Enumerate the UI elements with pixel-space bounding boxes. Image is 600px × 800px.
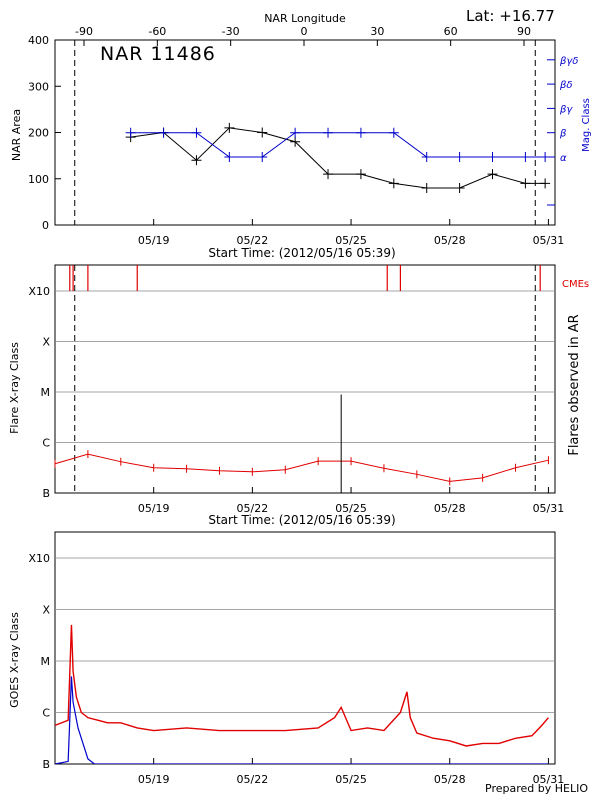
mag-class-point: [487, 152, 498, 162]
nar-area-point: [323, 169, 334, 180]
nar-y-tick-label: 400: [28, 34, 49, 47]
flares-y-tick-label: X: [42, 336, 50, 349]
mag-class-point: [520, 152, 531, 162]
longitude-tick-label: 30: [370, 25, 384, 38]
nar-area-point: [224, 122, 235, 133]
lat-label: Lat: +16.77: [466, 7, 555, 25]
mag-class-point: [224, 152, 235, 162]
flares-y-tick-label: X10: [28, 285, 50, 298]
longitude-tick-label: 90: [517, 25, 531, 38]
nar-x-tick-label: 05/31: [533, 234, 565, 247]
mag-class-tick-label: βγ: [559, 104, 573, 115]
goes-x-tick-label: 05/19: [138, 773, 170, 786]
flares-y-tick-label: M: [41, 386, 51, 399]
nar-area-point: [355, 169, 366, 180]
longitude-tick-label: 0: [301, 25, 308, 38]
mag-class-tick-label: β: [559, 129, 567, 140]
goes-x-tick-label: 05/22: [237, 773, 269, 786]
flares-x-tick-label: 05/25: [335, 502, 367, 515]
mag-class-point: [290, 127, 301, 138]
nar-panel: NAR Longitude Lat: +16.77 NAR 11486 NAR …: [10, 7, 592, 260]
mag-class-point: [158, 127, 169, 138]
nar-area-point: [388, 178, 399, 189]
nar-area-point: [191, 155, 202, 166]
mag-class-tick-label: βγδ: [559, 56, 578, 67]
flares-y-label: Flare X-ray Class: [8, 342, 21, 434]
mag-class-point: [454, 152, 465, 162]
nar-title: NAR 11486: [100, 43, 216, 65]
nar-longitude-axis-label: NAR Longitude: [264, 12, 346, 25]
goes-y-tick-label: B: [42, 758, 50, 771]
flares-y-label-right: Flares observed in AR: [567, 314, 582, 455]
goes-panel: GOES X-ray Class Prepared by HELIO B C M X X…: [8, 531, 588, 795]
goes-short-line: [55, 676, 549, 764]
flares-x-tick-label: 05/19: [138, 502, 170, 515]
nar-y-label: NAR Area: [10, 109, 23, 161]
nar-x-label: Start Time: (2012/05/16 05:39): [208, 246, 395, 260]
mag-class-point: [191, 127, 202, 138]
goes-y-label: GOES X-ray Class: [8, 612, 21, 708]
goes-y-tick-label: M: [41, 655, 51, 668]
mag-class-tick-label: α: [560, 153, 567, 164]
longitude-tick-label: -30: [222, 25, 240, 38]
flares-x-tick-label: 05/28: [434, 502, 466, 515]
mag-class-point: [323, 127, 334, 138]
mag-class-point: [540, 152, 551, 162]
nar-area-point: [421, 183, 432, 193]
nar-area-point: [487, 169, 498, 180]
nar-y-tick-label: 100: [28, 173, 49, 186]
longitude-tick-label: -90: [75, 25, 93, 38]
goes-long-line: [55, 624, 549, 747]
goes-x-tick-label: 05/25: [335, 773, 367, 786]
flares-panel: Flare X-ray Class Flares observed in AR …: [8, 264, 589, 527]
goes-series-group: [55, 624, 549, 764]
goes-y-tick-label: C: [42, 707, 50, 720]
nar-area-line: [130, 127, 546, 189]
nar-x-tick-label: 05/22: [237, 234, 269, 247]
mag-class-point: [257, 152, 268, 162]
mag-class-line: [130, 132, 546, 158]
footer-credit: Prepared by HELIO: [485, 782, 588, 795]
goes-x-tick-label: 05/31: [533, 773, 565, 786]
flares-y-tick-label: B: [42, 487, 50, 500]
mag-class-tick-label: βδ: [559, 80, 573, 91]
nar-area-point: [454, 183, 465, 193]
longitude-tick-label: 60: [444, 25, 458, 38]
goes-y-tick-label: X10: [28, 552, 50, 565]
goes-y-tick-label: X: [42, 604, 50, 617]
mag-class-point: [388, 127, 399, 138]
flares-y-tick-label: C: [42, 437, 50, 450]
flares-x-tick-label: 05/31: [533, 502, 565, 515]
mag-class-point: [355, 127, 366, 138]
nar-area-point: [257, 127, 268, 138]
nar-x-tick-label: 05/25: [335, 234, 367, 247]
nar-x-tick-label: 05/28: [434, 234, 466, 247]
nar-x-tick-label: 05/19: [138, 234, 170, 247]
longitude-tick-label: -60: [148, 25, 166, 38]
nar-area-point: [290, 136, 301, 147]
flare-class-line: [54, 453, 549, 482]
flares-x-tick-label: 05/22: [237, 502, 269, 515]
nar-area-point: [540, 178, 551, 189]
mag-class-point: [421, 152, 432, 162]
mag-class-point: [125, 127, 136, 138]
nar-y-tick-label: 0: [42, 219, 49, 232]
flares-x-label: Start Time: (2012/05/16 05:39): [208, 513, 395, 527]
nar-y-tick-label: 200: [28, 127, 49, 140]
nar-y-label-right: Mag. Class: [581, 98, 592, 152]
goes-x-tick-label: 05/28: [434, 773, 466, 786]
cme-label: CMEs: [562, 279, 589, 290]
flares-plot-frame: [54, 264, 556, 494]
nar-y-tick-label: 300: [28, 80, 49, 93]
nar-area-point: [520, 178, 531, 189]
